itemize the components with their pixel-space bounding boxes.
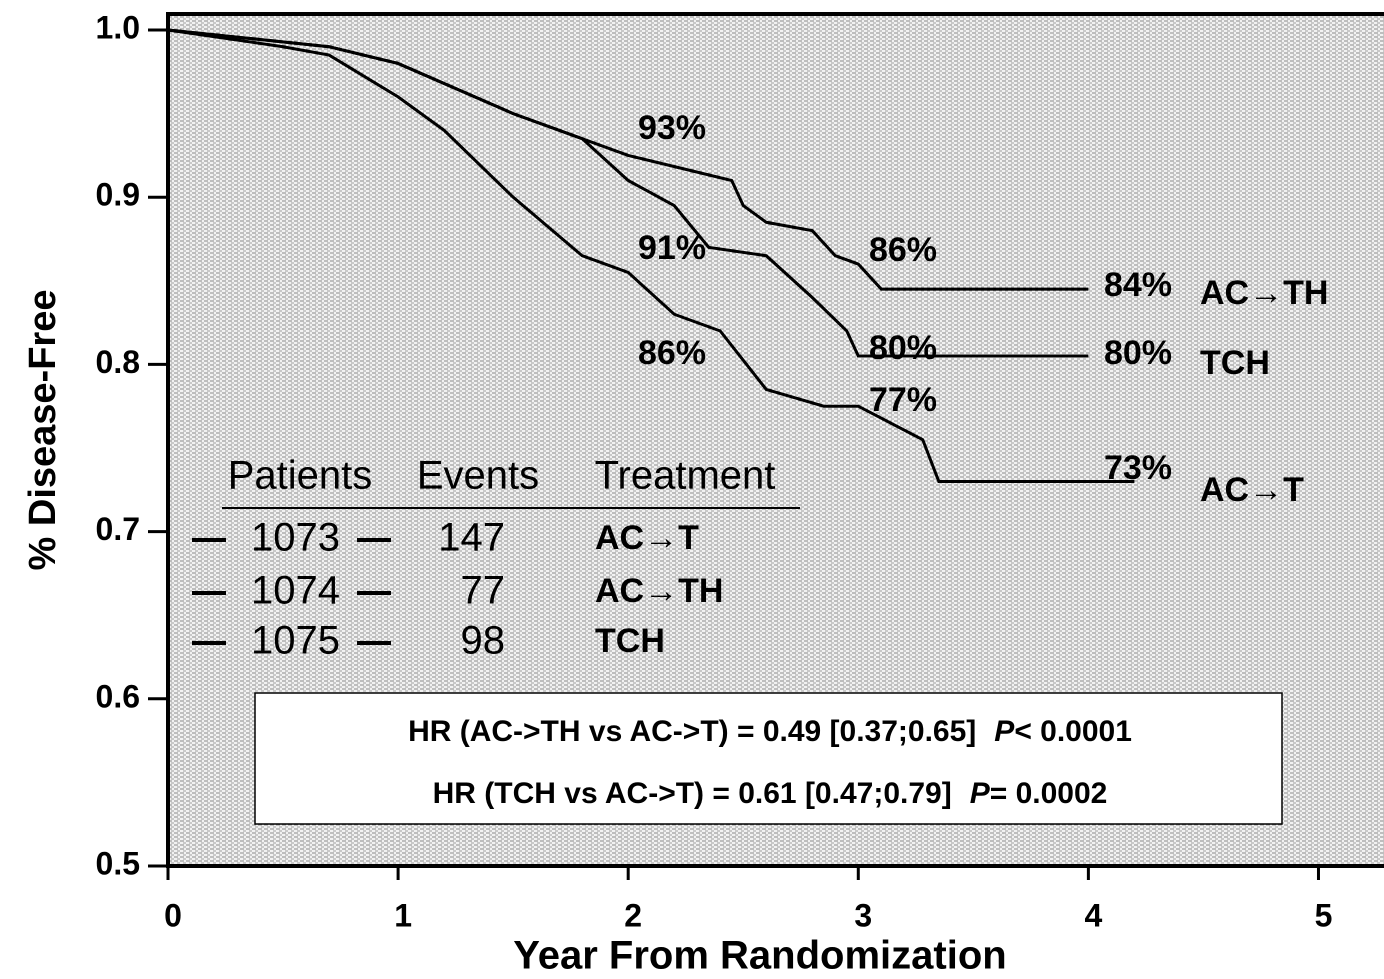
x-tick-label: 4	[1084, 897, 1102, 933]
curve-label: TCH	[1200, 344, 1270, 382]
annotation: 80%	[869, 329, 937, 367]
annotation: 73%	[1104, 449, 1172, 487]
x-tick-label: 2	[624, 897, 642, 933]
annotation: 91%	[638, 229, 706, 267]
annotation: 84%	[1104, 266, 1172, 304]
hr-part: P	[970, 777, 991, 810]
survival-curve	[167, 28, 1135, 483]
survival-curve	[167, 28, 1089, 358]
x-tick-label: 3	[854, 897, 872, 933]
hr-box	[254, 692, 1283, 825]
y-tick-label: 1.0	[96, 9, 140, 45]
legend-cell: 147	[438, 516, 505, 560]
curve-label: AC→T	[1200, 471, 1304, 509]
y-tick-label: 0.7	[96, 511, 140, 547]
hr-part: HR (AC->TH vs AC->T) = 0.49 [0.37;0.65]	[408, 715, 976, 748]
legend-cell: 77	[461, 569, 506, 613]
legend-treatment: AC→TH	[595, 572, 723, 610]
y-tick-label: 0.9	[96, 177, 140, 213]
hr-part: P	[994, 715, 1015, 748]
x-tick-label: 0	[164, 897, 182, 933]
hr-part: < 0.0001	[1014, 715, 1132, 748]
annotation: 77%	[869, 381, 937, 419]
legend-header: Events	[417, 454, 539, 498]
legend-header: Treatment	[595, 454, 776, 498]
hr-part: HR (TCH vs AC->T) = 0.61 [0.47;0.79]	[433, 777, 952, 810]
hr-part: = 0.0002	[990, 777, 1108, 810]
annotation: 86%	[638, 334, 706, 372]
annotation: 93%	[638, 109, 706, 147]
x-tick-label: 5	[1315, 897, 1333, 933]
legend-cell: 1073	[251, 516, 340, 560]
x-axis-label: Year From Randomization	[513, 934, 1006, 978]
y-tick-label: 0.6	[96, 678, 140, 714]
legend-cell: 1074	[251, 569, 340, 613]
annotation: 86%	[869, 231, 937, 269]
legend-treatment: TCH	[595, 622, 665, 660]
y-tick-label: 0.8	[96, 344, 140, 380]
legend-treatment: AC→T	[595, 519, 699, 557]
legend-cell: 1075	[251, 619, 340, 663]
hr-line: HR (TCH vs AC->T) = 0.61 [0.47;0.79] P= 0…	[433, 777, 1108, 810]
annotation: 80%	[1104, 334, 1172, 372]
legend-cell: 98	[461, 619, 506, 663]
curve-label: AC→TH	[1200, 274, 1328, 312]
x-tick-label: 1	[394, 897, 412, 933]
legend-header: Patients	[228, 454, 373, 498]
hr-line: HR (AC->TH vs AC->T) = 0.49 [0.37;0.65] P…	[408, 715, 1132, 748]
y-axis-label: % Disease-Free	[22, 290, 64, 571]
y-tick-label: 0.5	[96, 845, 140, 881]
